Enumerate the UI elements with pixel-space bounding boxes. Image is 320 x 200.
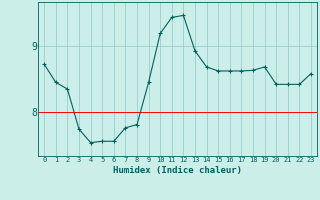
X-axis label: Humidex (Indice chaleur): Humidex (Indice chaleur) xyxy=(113,166,242,175)
